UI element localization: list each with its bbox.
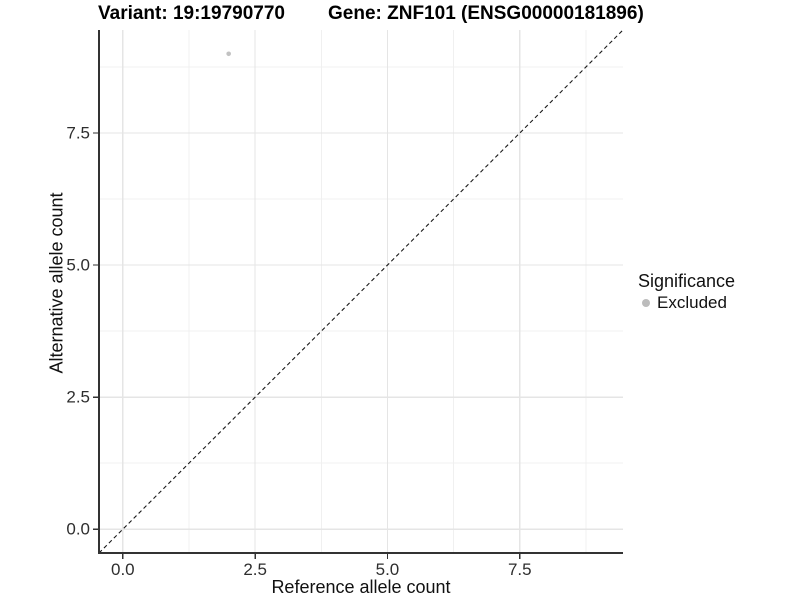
legend-title: Significance — [638, 271, 736, 291]
x-tick-label: 5.0 — [375, 560, 400, 579]
legend-item-label: Excluded — [657, 293, 727, 312]
y-tick-label: 7.5 — [66, 123, 90, 143]
identity-dashed-line — [98, 29, 624, 554]
y-tick-label: 5.0 — [66, 255, 90, 275]
x-axis-title: Reference allele count — [271, 577, 451, 597]
variant-title: Variant: 19:19790770 — [98, 3, 285, 24]
data-point — [226, 51, 231, 57]
y-tick-label: 2.5 — [66, 387, 90, 407]
legend: Significance Excluded — [638, 270, 735, 313]
x-tick-label: 7.5 — [507, 560, 532, 579]
x-tick-label: 0.0 — [110, 560, 135, 579]
x-tick-label: 2.5 — [243, 560, 267, 579]
legend-item-excluded: Excluded — [638, 293, 735, 313]
gene-title: Gene: ZNF101 (ENSG00000181896) — [328, 3, 644, 24]
excluded-point-icon — [642, 299, 650, 307]
y-axis-title: Alternative allele count — [46, 192, 67, 374]
y-tick-label: 0.0 — [66, 519, 90, 539]
